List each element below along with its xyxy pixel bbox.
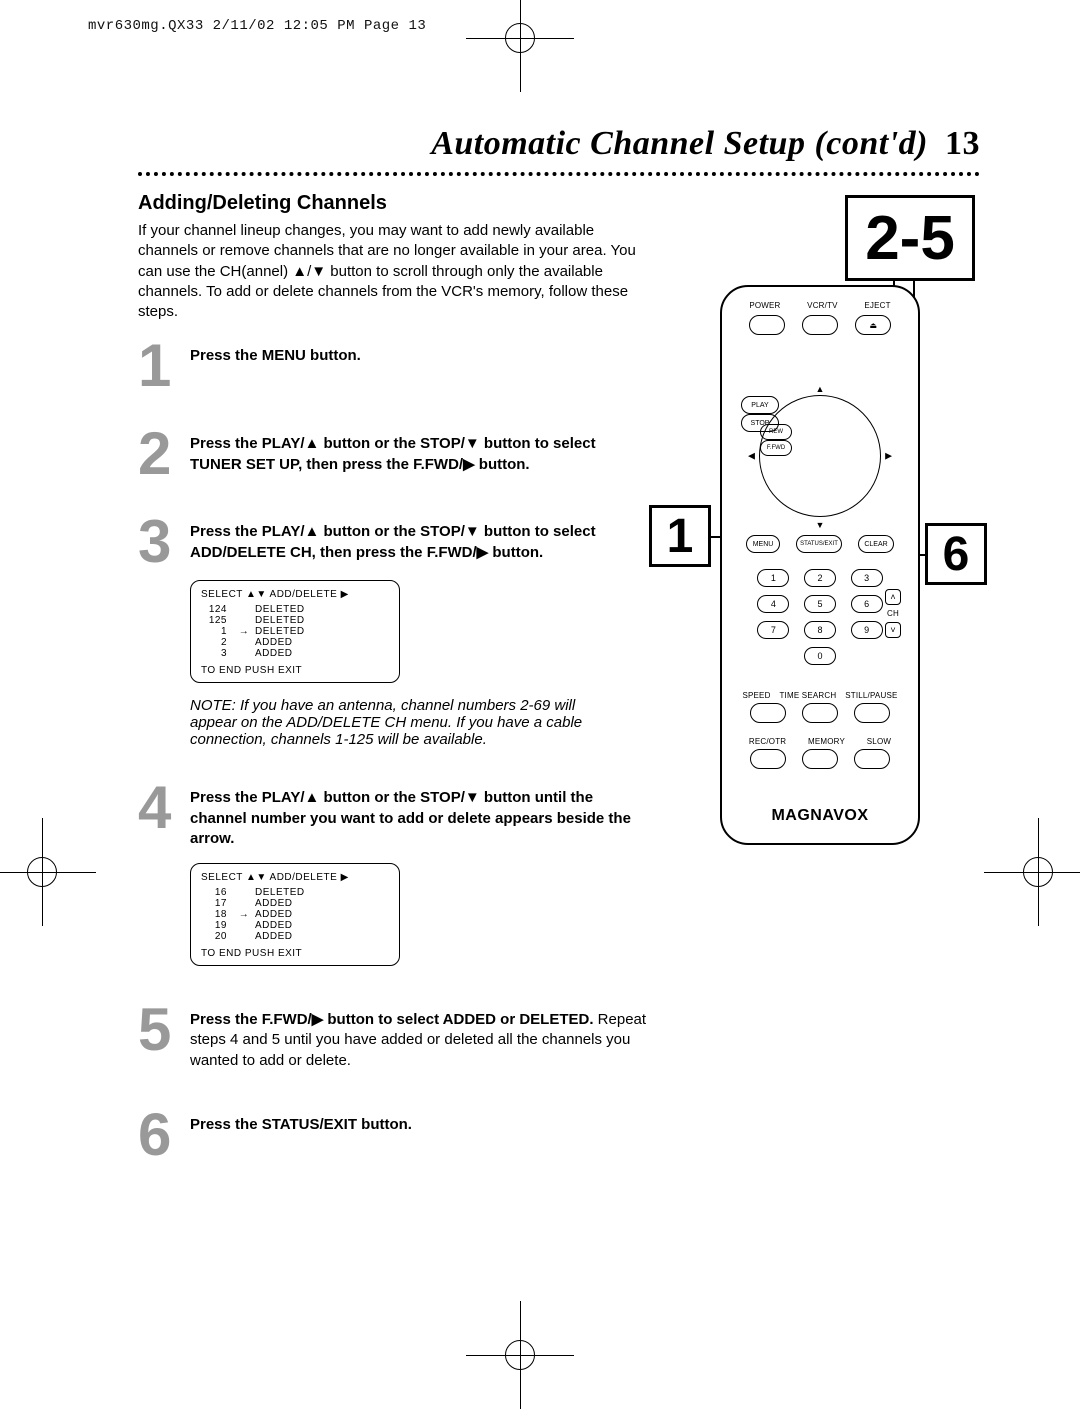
callout-step-6: 6 <box>925 523 987 585</box>
step-text: Press the STATUS/EXIT button. <box>190 1116 412 1133</box>
arrow-right-icon: ▶ <box>885 451 892 462</box>
step-number: 6 <box>138 1111 190 1159</box>
remote-illustration: 2-5 1 6 POWER VCR/TV EJECT ⏏ ▲ ▼ ◀ ▶ PLA… <box>665 195 975 965</box>
step-text-bold: Press the F.FWD/▶ button to select ADDED… <box>190 1011 594 1028</box>
num-6-button[interactable]: 6 <box>851 595 883 613</box>
step-3: 3 Press the PLAY/▲ button or the STOP/▼ … <box>138 518 648 566</box>
eject-label: EJECT <box>864 301 890 310</box>
channel-pad: ˄ CH ˅ <box>882 585 904 642</box>
title-divider <box>138 172 980 176</box>
ch-down-button[interactable]: ˅ <box>885 622 901 638</box>
num-5-button[interactable]: 5 <box>804 595 836 613</box>
intro-paragraph: If your channel lineup changes, you may … <box>138 221 648 322</box>
clear-button[interactable]: CLEAR <box>858 535 894 553</box>
step-text: Press the PLAY/▲ button or the STOP/▼ bu… <box>190 789 631 847</box>
title-text: Automatic Channel Setup (cont'd) <box>431 125 928 162</box>
print-header: mvr630mg.QX33 2/11/02 12:05 PM Page 13 <box>88 18 426 34</box>
callout-steps-2-5: 2-5 <box>845 195 975 281</box>
stillpause-button[interactable] <box>854 703 890 723</box>
timesearch-label: TIME SEARCH <box>779 691 836 700</box>
num-4-button[interactable]: 4 <box>757 595 789 613</box>
speed-label: SPEED <box>742 691 770 700</box>
crop-mark-right <box>1014 848 1062 896</box>
step-text: Press the MENU button. <box>190 347 361 364</box>
step-text: Press the PLAY/▲ button or the STOP/▼ bu… <box>190 523 596 560</box>
number-pad: 123 456 7890 <box>755 569 885 665</box>
num-2-button[interactable]: 2 <box>804 569 836 587</box>
step-number: 3 <box>138 518 190 566</box>
ch-up-button[interactable]: ˄ <box>885 589 901 605</box>
steps-list: 1 Press the MENU button. 2 Press the PLA… <box>138 342 648 1159</box>
slow-label: SLOW <box>867 737 891 746</box>
step-number: 1 <box>138 342 190 390</box>
num-3-button[interactable]: 3 <box>851 569 883 587</box>
recotr-label: REC/OTR <box>749 737 786 746</box>
eject-button[interactable]: ⏏ <box>855 315 891 335</box>
vcrtv-label: VCR/TV <box>807 301 838 310</box>
arrow-left-icon: ◀ <box>748 451 755 462</box>
rew-button[interactable]: REW <box>760 424 792 440</box>
step-number: 2 <box>138 430 190 478</box>
stillpause-label: STILL/PAUSE <box>845 691 897 700</box>
step-4: 4 Press the PLAY/▲ button or the STOP/▼ … <box>138 784 648 849</box>
page-number: 13 <box>945 125 980 162</box>
timesearch-button[interactable] <box>802 703 838 723</box>
arrow-down-icon: ▼ <box>816 520 825 530</box>
callout-step-1: 1 <box>649 505 711 567</box>
memory-button[interactable] <box>802 749 838 769</box>
osd-screen-1: SELECT ▲▼ ADD/DELETE ▶124DELETED125DELET… <box>190 580 400 683</box>
num-9-button[interactable]: 9 <box>851 621 883 639</box>
memory-label: MEMORY <box>808 737 845 746</box>
vcrtv-button[interactable] <box>802 315 838 335</box>
step-text: Press the PLAY/▲ button or the STOP/▼ bu… <box>190 435 596 472</box>
play-button[interactable]: PLAY <box>741 396 779 414</box>
crop-mark-top <box>496 14 544 62</box>
num-1-button[interactable]: 1 <box>757 569 789 587</box>
num-0-button[interactable]: 0 <box>804 647 836 665</box>
step-note: NOTE: If you have an antenna, channel nu… <box>190 697 620 748</box>
num-8-button[interactable]: 8 <box>804 621 836 639</box>
crop-mark-left <box>18 848 66 896</box>
step-2: 2 Press the PLAY/▲ button or the STOP/▼ … <box>138 430 648 478</box>
osd-screen-2: SELECT ▲▼ ADD/DELETE ▶16DELETED17ADDED18… <box>190 863 400 966</box>
ffwd-button[interactable]: F.FWD <box>760 440 792 456</box>
slow-button[interactable] <box>854 749 890 769</box>
remote-body: POWER VCR/TV EJECT ⏏ ▲ ▼ ◀ ▶ PLAY STOP R… <box>720 285 920 845</box>
crop-mark-bottom <box>496 1331 544 1379</box>
step-6: 6 Press the STATUS/EXIT button. <box>138 1111 648 1159</box>
speed-button[interactable] <box>750 703 786 723</box>
menu-button[interactable]: MENU <box>746 535 780 553</box>
power-label: POWER <box>749 301 780 310</box>
num-7-button[interactable]: 7 <box>757 621 789 639</box>
main-content: Adding/Deleting Channels If your channel… <box>138 192 648 1199</box>
power-button[interactable] <box>749 315 785 335</box>
ch-label: CH <box>882 609 904 618</box>
step-5: 5 Press the F.FWD/▶ button to select ADD… <box>138 1006 648 1071</box>
recotr-button[interactable] <box>750 749 786 769</box>
step-number: 4 <box>138 784 190 832</box>
transport-ring: ▲ ▼ ◀ ▶ PLAY STOP REW F.FWD <box>759 395 881 517</box>
arrow-up-icon: ▲ <box>816 384 825 394</box>
section-heading: Adding/Deleting Channels <box>138 192 648 215</box>
step-number: 5 <box>138 1006 190 1054</box>
step-1: 1 Press the MENU button. <box>138 342 648 390</box>
status-exit-button[interactable]: STATUS/EXIT <box>796 535 842 553</box>
page-title: Automatic Channel Setup (cont'd) 13 <box>431 125 980 163</box>
brand-logo: MAGNAVOX <box>722 807 918 825</box>
